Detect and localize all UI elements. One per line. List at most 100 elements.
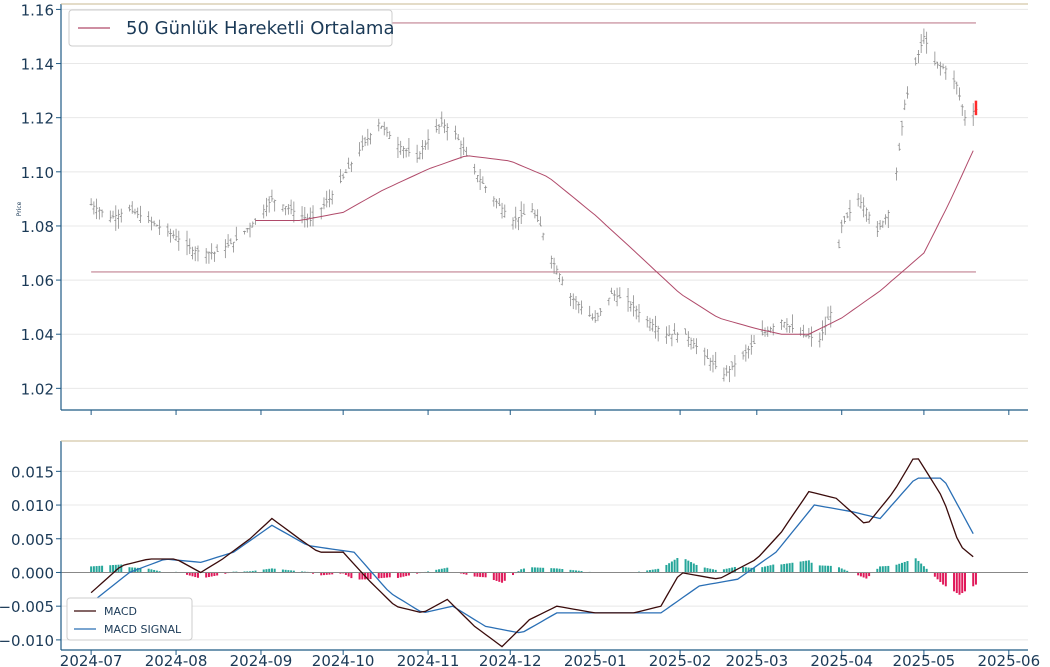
macd-histogram-bar <box>520 569 523 573</box>
macd-histogram-bar <box>101 565 104 573</box>
macd-histogram-bar <box>369 572 372 580</box>
ma50-line <box>255 150 974 335</box>
macd-histogram-bar <box>243 571 246 573</box>
macd-histogram-bar <box>764 566 767 573</box>
macd-histogram-bar <box>555 568 558 573</box>
x-tick-label: 2024-10 <box>312 652 375 667</box>
macd-histogram-bar <box>684 559 687 573</box>
x-tick-label: 2025-02 <box>649 652 712 667</box>
macd-histogram-bar <box>361 572 364 580</box>
macd-histogram-bar <box>366 572 369 580</box>
macd-histogram-bar <box>443 568 446 573</box>
macd-histogram-bar <box>270 568 273 573</box>
macd-histogram-bar <box>498 572 501 582</box>
macd-histogram-bar <box>944 572 947 587</box>
macd-histogram-bar <box>511 572 514 576</box>
macd-histogram-bar <box>769 565 772 573</box>
price-y-tick-label: 1.08 <box>21 218 54 236</box>
macd-histogram-bar <box>194 572 197 578</box>
macd-histogram-bar <box>895 564 898 573</box>
macd-histogram-bar <box>772 564 775 573</box>
macd-histogram-bar <box>213 572 216 577</box>
macd-histogram-bar <box>440 568 443 573</box>
macd-panel: −0.010 −0.005 0.000 0.005 0.010 0.015 2024-07… <box>0 410 1040 667</box>
macd-histogram-bar <box>522 568 525 573</box>
macd-histogram-bar <box>961 572 964 594</box>
macd-histogram-bar <box>92 566 95 573</box>
macd-histogram-bar <box>810 562 813 573</box>
macd-histogram-bar <box>887 565 890 573</box>
macd-histogram-bar <box>925 568 928 573</box>
x-tick-labels: 2024-07 2024-08 2024-09 2024-10 2024-11 2024-… <box>60 410 1040 667</box>
price-y-tick-label: 1.02 <box>21 380 54 398</box>
legend-ma-label: 50 Günlük Hareketli Ortalama <box>126 18 394 39</box>
macd-histogram-bar <box>290 570 293 573</box>
macd-histogram-bar <box>210 572 213 577</box>
macd-signal-line <box>90 477 974 634</box>
macd-histogram-bar <box>780 564 783 573</box>
macd-histogram-bar <box>292 570 295 573</box>
macd-histogram-bar <box>120 564 123 573</box>
macd-histogram-bar <box>558 568 561 573</box>
macd-histogram-bar <box>284 569 287 573</box>
price-legend: 50 Günlük Hareketli Ortalama <box>68 9 394 47</box>
macd-histogram-bar <box>350 572 353 579</box>
price-y-label: Price <box>16 201 23 216</box>
macd-histogram-bar <box>648 570 651 573</box>
macd-histogram-bar <box>265 569 268 573</box>
macd-histogram-bar <box>972 572 975 587</box>
macd-histogram-bar <box>807 560 810 573</box>
macd-histogram-bar <box>136 567 139 573</box>
macd-histogram-bar <box>920 563 923 573</box>
macd-histogram-bar <box>673 559 676 573</box>
macd-histogram-bar <box>840 568 843 573</box>
price-y-tick-label: 1.04 <box>21 326 54 344</box>
macd-histogram-bar <box>205 572 208 578</box>
macd-histogram-bar <box>147 568 150 573</box>
x-tick-label: 2024-12 <box>479 652 542 667</box>
macd-histogram-bar <box>251 570 254 573</box>
macd-histogram-bar <box>347 572 350 577</box>
macd-histogram-bar <box>254 570 257 573</box>
macd-histogram-bar <box>670 561 673 573</box>
macd-grid <box>61 470 1028 641</box>
macd-y-tick-label: 0.015 <box>11 463 54 481</box>
x-tick-label: 2025-06 <box>977 652 1040 667</box>
price-y-tick-label: 1.12 <box>21 110 54 128</box>
macd-histogram-bar <box>884 566 887 573</box>
macd-histogram-bar <box>312 572 315 574</box>
macd-histogram-bar <box>958 572 961 595</box>
macd-histogram-bar <box>687 560 690 573</box>
macd-histogram-bar <box>827 565 830 573</box>
macd-histogram-bar <box>150 569 153 573</box>
macd-histogram-bar <box>711 569 714 573</box>
macd-histogram-bar <box>785 563 788 573</box>
macd-histogram-bar <box>438 569 441 573</box>
macd-histogram-bar <box>788 563 791 573</box>
macd-histogram-bar <box>939 572 942 582</box>
macd-histogram-bar <box>577 570 580 573</box>
macd-histogram-bar <box>207 572 210 578</box>
macd-histogram-bar <box>495 572 498 581</box>
macd-histogram-bar <box>246 571 249 573</box>
macd-histogram-bar <box>155 570 158 573</box>
macd-histogram-bar <box>829 565 832 573</box>
macd-histogram-bar <box>879 566 882 573</box>
macd-histogram-bar <box>536 567 539 573</box>
macd-histogram-bar <box>388 572 391 578</box>
macd-histogram-bar <box>646 570 649 573</box>
macd-histogram-bar <box>492 572 495 581</box>
macd-legend: MACD MACD SIGNAL <box>66 597 193 641</box>
macd-histogram-bar <box>837 567 840 573</box>
macd-histogram-bar <box>90 566 93 573</box>
macd-histogram-bar <box>906 561 909 573</box>
macd-histogram-bar <box>695 564 698 573</box>
macd-histogram-bar <box>262 569 265 573</box>
macd-axes <box>60 440 1028 651</box>
macd-histogram-bar <box>914 558 917 573</box>
macd-histogram-bar <box>690 562 693 573</box>
macd-histogram-bar <box>903 561 906 573</box>
macd-histogram-bar <box>98 565 101 573</box>
macd-histogram-bar <box>465 572 468 575</box>
